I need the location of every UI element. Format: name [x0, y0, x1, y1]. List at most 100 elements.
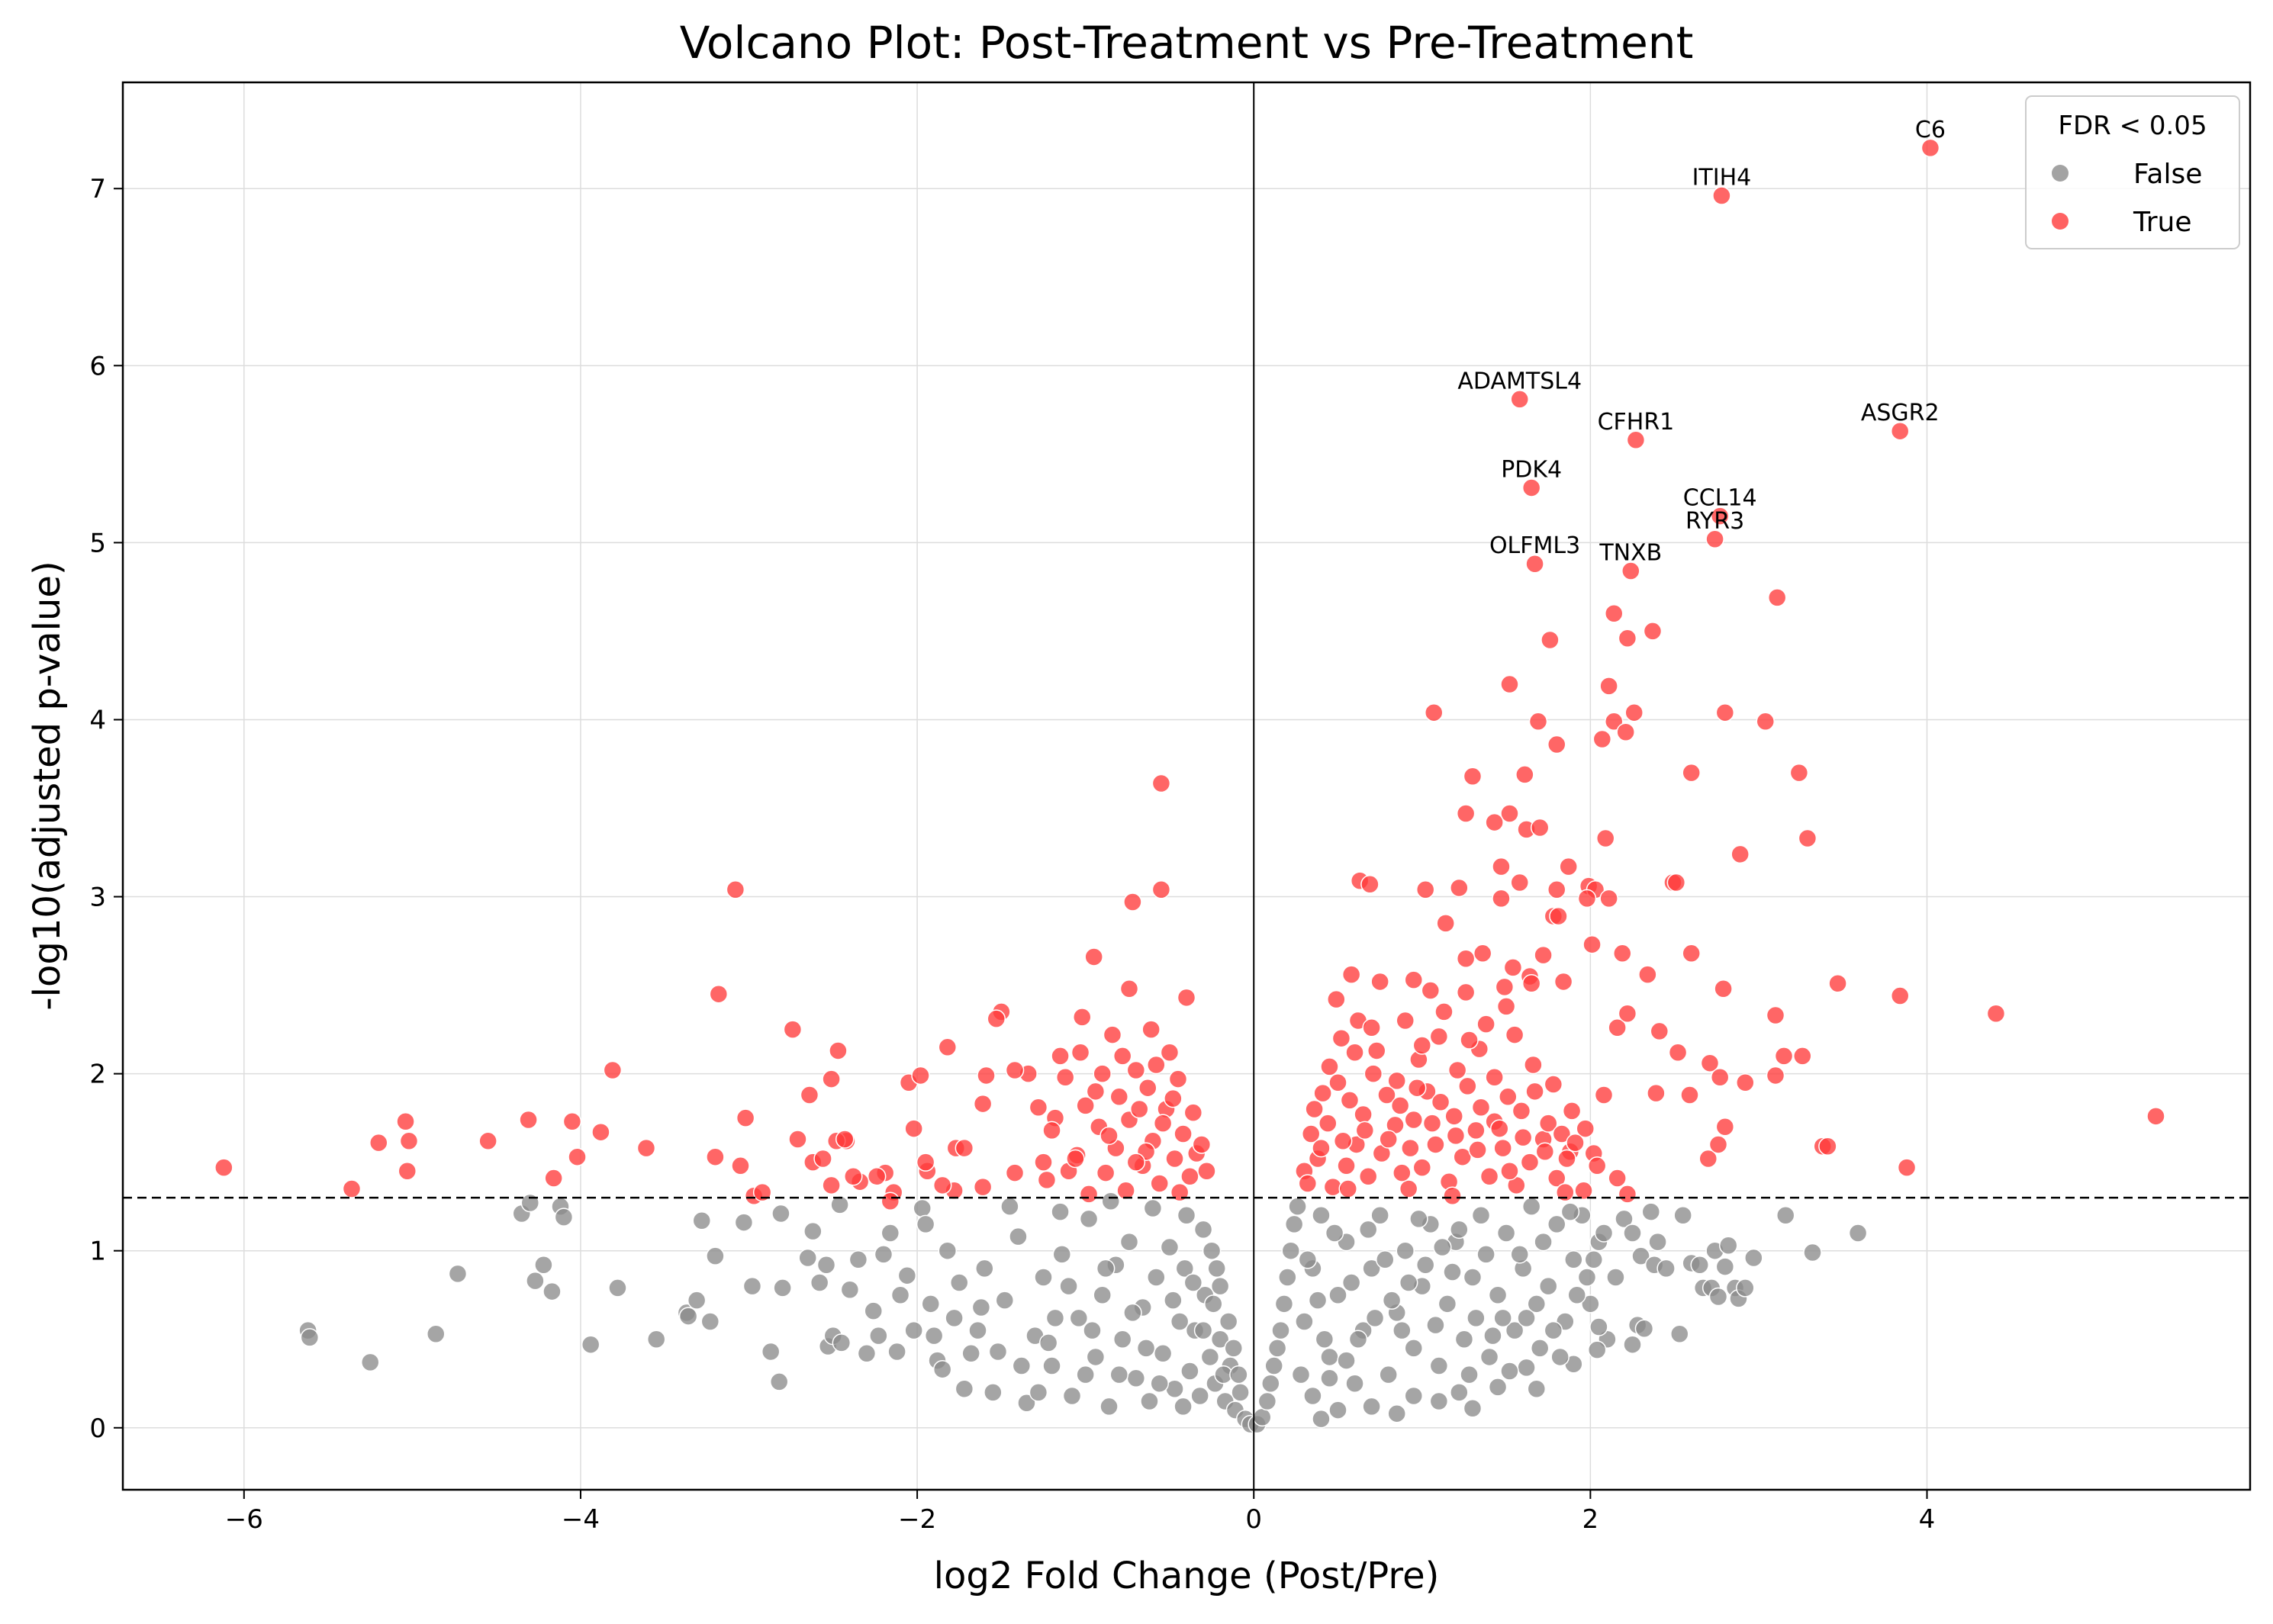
significant-point-143 — [1305, 1099, 1324, 1119]
significant-point-166 — [1355, 1121, 1375, 1140]
not-significant-point-115 — [1000, 1197, 1019, 1216]
significant-point-274 — [788, 1130, 807, 1149]
not-significant-point-244 — [1341, 1273, 1361, 1292]
significant-point-29 — [1789, 763, 1809, 783]
not-significant-point-52 — [995, 1291, 1015, 1310]
significant-point-186 — [1443, 1186, 1462, 1206]
significant-point-27 — [1515, 765, 1534, 784]
not-significant-point-120 — [1193, 1220, 1213, 1240]
not-significant-point-61 — [1079, 1209, 1099, 1229]
significant-point-88 — [1793, 1047, 1812, 1066]
significant-point-7 — [1705, 529, 1724, 549]
not-significant-point-191 — [1527, 1379, 1547, 1398]
significant-point-281 — [731, 1156, 750, 1175]
not-significant-point-166 — [1488, 1285, 1508, 1304]
not-significant-point-237 — [1641, 1202, 1661, 1221]
x-tick-label-2: −2 — [898, 1504, 936, 1535]
significant-point-262 — [1034, 1153, 1053, 1172]
significant-point-129 — [1412, 1158, 1432, 1177]
significant-point-24 — [1592, 729, 1612, 749]
significant-point-268 — [844, 1166, 863, 1186]
not-significant-point-217 — [1550, 1347, 1570, 1367]
significant-point-12 — [1541, 630, 1560, 650]
not-significant-point-68 — [1126, 1368, 1146, 1388]
significant-point-176 — [1345, 1043, 1364, 1063]
significant-point-169 — [1422, 1114, 1442, 1133]
not-significant-point-2 — [360, 1352, 380, 1372]
significant-point-54 — [1599, 889, 1618, 908]
not-significant-point-241 — [1308, 1291, 1328, 1310]
not-significant-point-200 — [1328, 1400, 1347, 1420]
not-significant-point-107 — [961, 1344, 980, 1363]
not-significant-point-28 — [803, 1221, 823, 1241]
significant-point-158 — [1499, 1087, 1518, 1107]
significant-point-238 — [1192, 1135, 1212, 1154]
not-significant-point-114 — [916, 1214, 935, 1234]
significant-point-251 — [904, 1119, 923, 1138]
not-significant-point-163 — [1463, 1268, 1483, 1287]
significant-point-18 — [1604, 712, 1624, 732]
not-significant-point-112 — [832, 1333, 852, 1352]
not-significant-point-116 — [1051, 1202, 1070, 1221]
not-significant-point-81 — [1200, 1347, 1220, 1367]
significant-point-62 — [1613, 944, 1632, 963]
not-significant-point-108 — [949, 1273, 969, 1292]
significant-point-101 — [1301, 1124, 1321, 1143]
not-significant-point-186 — [1634, 1319, 1654, 1339]
significant-point-25 — [1616, 722, 1635, 741]
not-significant-point-99 — [1150, 1374, 1169, 1394]
significant-point-276 — [783, 1020, 803, 1039]
not-significant-point-170 — [1521, 1197, 1541, 1216]
not-significant-point-197 — [1404, 1386, 1424, 1406]
not-significant-point-250 — [1443, 1262, 1462, 1282]
not-significant-point-199 — [1362, 1397, 1381, 1417]
significant-point-4 — [1626, 430, 1646, 450]
legend-marker-false — [2052, 165, 2069, 182]
significant-point-163 — [1566, 1133, 1585, 1153]
legend-label-true: True — [2133, 207, 2191, 238]
significant-point-65 — [1370, 972, 1389, 992]
significant-point-85 — [1736, 1072, 1755, 1092]
significant-point-254 — [867, 1166, 887, 1186]
not-significant-point-77 — [1180, 1362, 1199, 1381]
not-significant-point-152 — [1370, 1206, 1389, 1225]
significant-point-128 — [1399, 1179, 1418, 1198]
gene-label-6: CCL14 — [1683, 485, 1757, 512]
not-significant-point-149 — [1345, 1374, 1364, 1394]
significant-point-287 — [568, 1147, 587, 1166]
significant-point-141 — [1574, 1181, 1593, 1201]
significant-point-0 — [1920, 138, 1940, 158]
y-tick-label-0: 0 — [89, 1413, 106, 1444]
significant-point-14 — [1643, 622, 1663, 641]
not-significant-point-201 — [1312, 1409, 1331, 1429]
significant-point-183 — [1460, 1031, 1479, 1050]
significant-point-164 — [1312, 1138, 1331, 1158]
gene-label-4: CFHR1 — [1598, 409, 1675, 436]
significant-point-26 — [1463, 767, 1483, 786]
not-significant-point-17 — [687, 1291, 707, 1310]
not-significant-point-42 — [913, 1198, 932, 1218]
significant-point-120 — [1298, 1174, 1318, 1193]
significant-point-90 — [1698, 1149, 1718, 1169]
not-significant-point-58 — [1052, 1245, 1072, 1264]
not-significant-point-258 — [1577, 1268, 1597, 1287]
significant-point-135 — [1493, 1138, 1512, 1158]
significant-point-288 — [544, 1169, 563, 1188]
significant-point-185 — [1392, 1163, 1412, 1182]
not-significant-point-102 — [1183, 1273, 1203, 1292]
not-significant-point-188 — [1589, 1317, 1608, 1336]
not-significant-point-67 — [1119, 1232, 1139, 1252]
not-significant-point-87 — [1231, 1383, 1250, 1402]
significant-point-56 — [1456, 949, 1476, 969]
not-significant-point-30 — [816, 1256, 836, 1275]
significant-point-55 — [1436, 914, 1455, 933]
significant-point-202 — [1093, 1064, 1112, 1083]
not-significant-point-122 — [1207, 1259, 1226, 1278]
not-significant-point-29 — [810, 1273, 829, 1292]
not-significant-point-226 — [1708, 1287, 1728, 1307]
significant-point-115 — [1524, 1055, 1543, 1075]
significant-point-118 — [1576, 1119, 1595, 1138]
not-significant-point-210 — [1433, 1237, 1452, 1257]
significant-point-111 — [1447, 1060, 1467, 1080]
not-significant-point-106 — [984, 1383, 1003, 1402]
